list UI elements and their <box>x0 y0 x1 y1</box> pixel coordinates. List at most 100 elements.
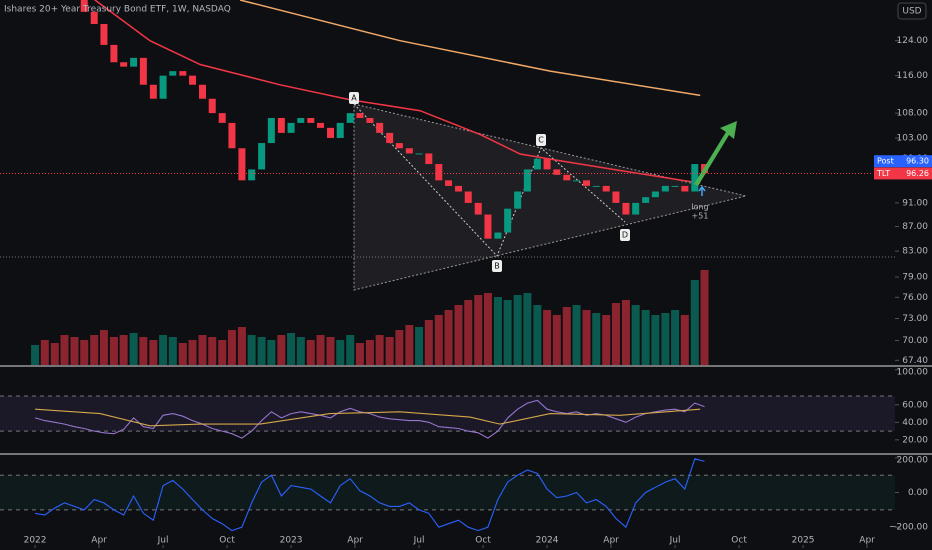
volume-bar <box>109 337 118 365</box>
chart-title: Ishares 20+ Year Treasury Bond ETF, 1W, … <box>4 5 231 15</box>
candle <box>514 191 522 209</box>
volume-bar <box>405 325 414 365</box>
volume-bar <box>474 295 483 365</box>
y-tick-label: 108.00 <box>897 109 929 119</box>
volume-bar <box>444 310 453 365</box>
volume-bar <box>227 330 236 365</box>
y-tick-label: 67.40 <box>902 356 928 366</box>
y-tick-label: 76.00 <box>902 293 928 303</box>
candle <box>90 11 98 25</box>
x-tick-label: Apr <box>347 536 363 546</box>
volume-bar <box>70 337 79 365</box>
moving-average <box>93 0 701 184</box>
volume-bar <box>129 333 138 365</box>
candle <box>671 185 679 187</box>
x-tick-label: 2023 <box>280 536 303 546</box>
x-tick-label: Oct <box>475 536 491 546</box>
candle <box>651 191 659 198</box>
candle <box>366 117 374 123</box>
candle <box>327 127 335 138</box>
candle <box>317 122 325 128</box>
candle <box>533 158 541 170</box>
candle <box>120 62 128 67</box>
volume-bar <box>680 315 689 365</box>
volume-bar <box>139 337 148 365</box>
candle <box>287 122 295 133</box>
candle <box>681 185 689 192</box>
candle <box>425 153 433 165</box>
candle <box>189 75 197 85</box>
currency-box <box>897 2 927 20</box>
candle <box>602 185 610 192</box>
volume-bar <box>316 335 325 365</box>
volume-bar <box>90 335 99 365</box>
annotation-box <box>536 134 546 146</box>
candle <box>346 113 354 123</box>
candle <box>543 158 551 170</box>
candle <box>277 117 285 133</box>
volume-bar <box>50 343 59 365</box>
volume-bar <box>395 330 404 365</box>
x-tick-label: 2022 <box>24 536 47 546</box>
annotation-box <box>620 229 630 241</box>
y-tick-label: 40.00 <box>902 418 928 428</box>
y-tick-label: 124.00 <box>897 36 929 46</box>
candle <box>563 174 571 181</box>
volume-bar <box>31 345 40 365</box>
candle <box>435 164 443 181</box>
volume-bar <box>552 315 561 365</box>
volume-bar <box>355 343 364 365</box>
candle <box>583 180 591 186</box>
volume-bar <box>533 305 542 365</box>
volume-bar <box>287 333 296 365</box>
candle <box>592 185 600 187</box>
candle <box>405 148 413 154</box>
volume-bar <box>415 327 424 365</box>
candle <box>179 71 187 76</box>
volume-bar <box>267 340 276 365</box>
volume-bar <box>149 340 158 365</box>
candle <box>445 180 453 186</box>
candle <box>80 0 88 12</box>
volume-bar <box>237 327 246 365</box>
annotation-label: C <box>538 136 544 145</box>
volume-bar <box>503 300 512 365</box>
candle <box>149 84 157 99</box>
candle <box>642 197 650 203</box>
price-label-name: Post <box>877 157 894 166</box>
candle <box>455 185 463 192</box>
volume-bar <box>631 305 640 365</box>
volume-bar <box>346 335 355 365</box>
candle <box>632 202 640 215</box>
volume-bar <box>306 340 315 365</box>
volume-bar <box>611 303 620 365</box>
x-tick-label: 2025 <box>792 536 815 546</box>
candle <box>169 71 177 76</box>
annotation-label: long <box>691 203 708 212</box>
wave-lines <box>353 103 626 257</box>
candle <box>661 185 669 192</box>
candle <box>307 117 315 123</box>
y-tick-label: 83.00 <box>902 247 928 257</box>
moving-average <box>239 0 701 97</box>
volume-bar <box>424 320 433 365</box>
volume-bar <box>178 343 187 365</box>
volume-bar <box>543 310 552 365</box>
price-label-box <box>874 155 932 168</box>
volume-bar <box>483 293 492 365</box>
volume-bar <box>375 335 384 365</box>
volume-bar <box>493 297 502 365</box>
candle <box>218 113 226 123</box>
volume-bar <box>365 340 374 365</box>
candle <box>523 169 531 192</box>
y-tick-label: 91.00 <box>902 198 928 208</box>
indicator-band <box>0 475 895 510</box>
volume-bar <box>60 335 69 365</box>
annotation-box <box>492 260 502 272</box>
candle <box>159 75 167 99</box>
volume-bar <box>513 295 522 365</box>
annotation-label: +51 <box>692 212 709 221</box>
candle <box>258 143 266 170</box>
volume-bar <box>159 335 168 365</box>
